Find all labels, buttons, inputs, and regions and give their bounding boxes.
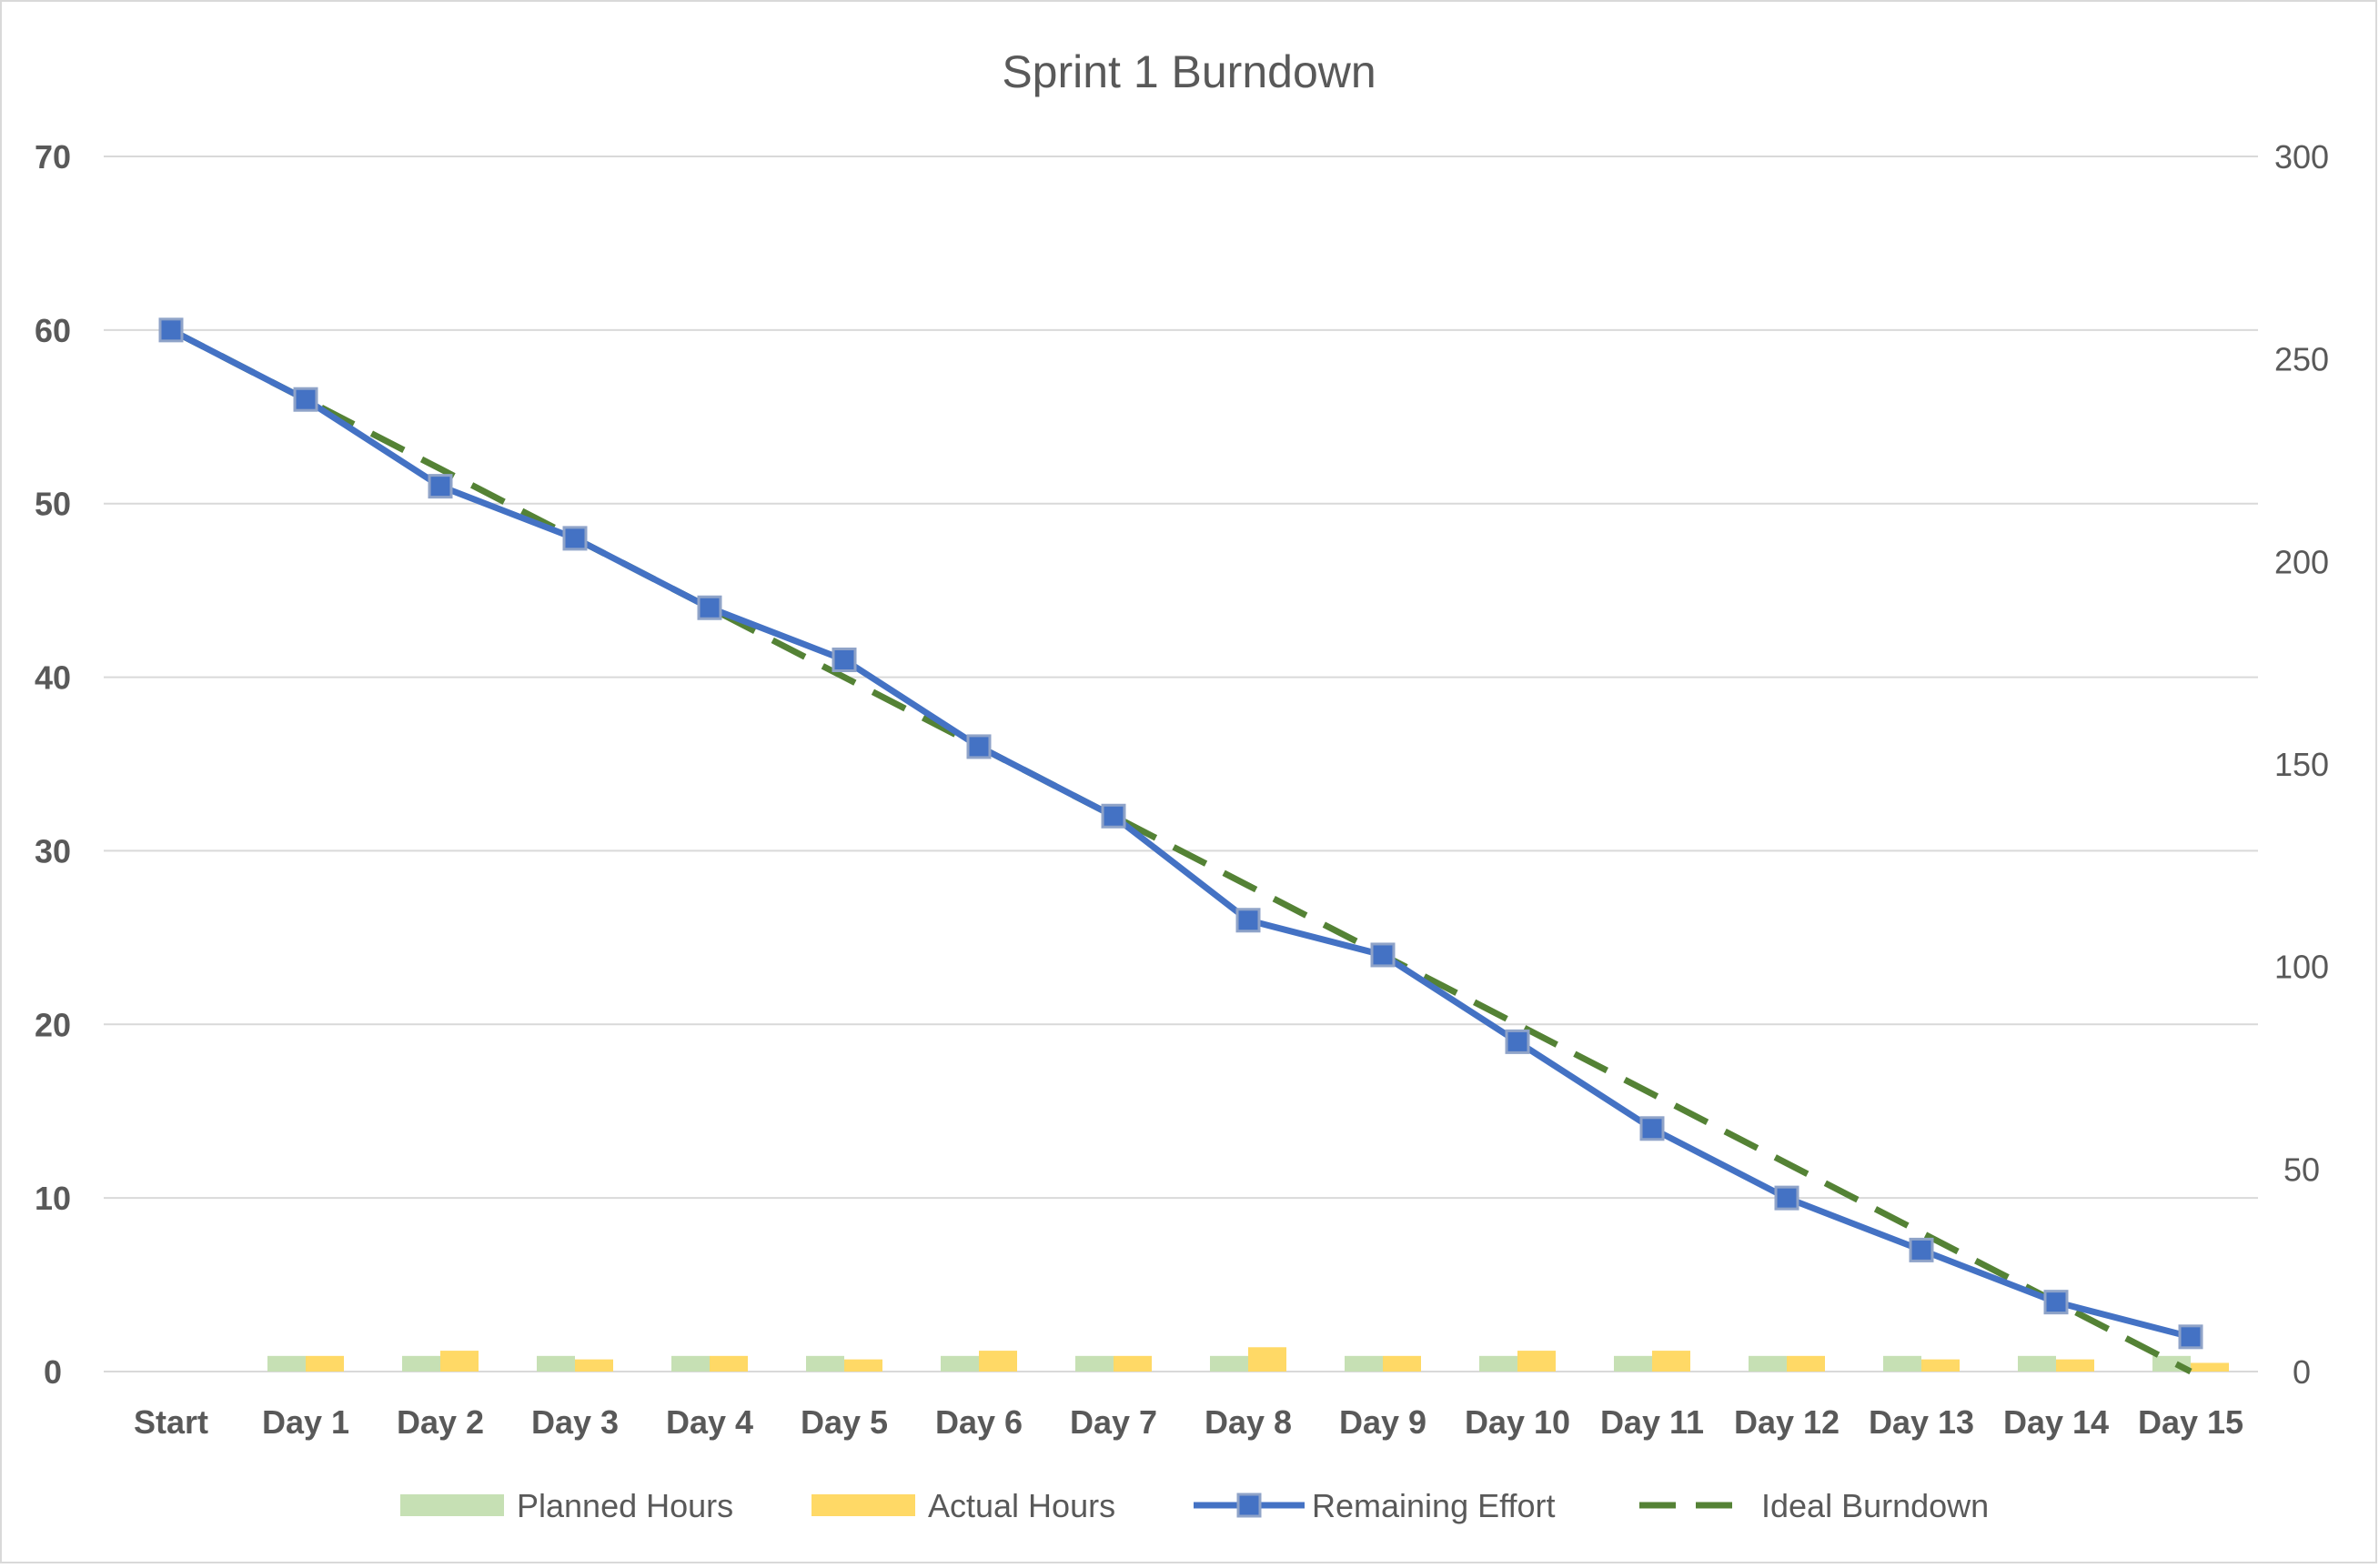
- bar-actual-hours: [1517, 1351, 1556, 1372]
- line-remaining-effort: [169, 327, 2192, 1341]
- bar-actual-hours: [2056, 1359, 2094, 1372]
- marker-remaining-effort: [2178, 1324, 2203, 1350]
- marker-remaining-effort: [428, 474, 453, 499]
- bar-actual-hours: [1248, 1347, 1286, 1372]
- bar-planned-hours: [1345, 1355, 1383, 1372]
- x-tick-label: Day 3: [531, 1403, 619, 1441]
- bar-planned-hours: [671, 1355, 710, 1372]
- bar-actual-hours: [1652, 1351, 1690, 1372]
- marker-remaining-effort: [697, 595, 722, 620]
- left-tick-label: 50: [35, 486, 71, 523]
- bar-planned-hours: [1479, 1355, 1517, 1372]
- left-tick-label: 60: [35, 312, 71, 349]
- marker-remaining-effort: [1909, 1237, 1934, 1262]
- marker-remaining-effort: [1505, 1029, 1530, 1054]
- bar-planned-hours: [1614, 1355, 1652, 1372]
- bar-actual-hours: [979, 1351, 1017, 1372]
- right-axis-ticks: 0 50 100 150 200 250 300: [2274, 138, 2329, 1391]
- marker-remaining-effort: [1774, 1185, 1799, 1211]
- marker-remaining-effort: [966, 734, 992, 759]
- marker-remaining-effort: [1101, 803, 1126, 829]
- right-tick-label: 250: [2274, 341, 2329, 378]
- x-tick-label: Day 15: [2138, 1403, 2243, 1441]
- bar-planned-hours: [537, 1355, 575, 1372]
- bar-actual-hours: [306, 1355, 344, 1372]
- chart-title: Sprint 1 Burndown: [1002, 46, 1376, 97]
- marker-remaining-effort: [2043, 1290, 2069, 1315]
- legend: Planned Hours Actual Hours Remaining Effor…: [400, 1487, 1989, 1524]
- legend-marker-remaining-effort: [1236, 1493, 1262, 1518]
- marker-remaining-effort: [1370, 942, 1396, 968]
- bar-actual-hours: [575, 1359, 613, 1372]
- legend-label-remaining-effort: Remaining Effort: [1312, 1487, 1555, 1524]
- bar-actual-hours: [1921, 1359, 1960, 1372]
- bar-planned-hours: [267, 1355, 306, 1372]
- x-tick-label: Day 9: [1339, 1403, 1426, 1441]
- marker-remaining-effort: [832, 647, 857, 672]
- legend-label-planned-hours: Planned Hours: [517, 1487, 733, 1524]
- bar-actual-hours: [1114, 1355, 1152, 1372]
- bar-planned-hours: [2018, 1355, 2056, 1372]
- x-tick-label: Day 4: [666, 1403, 753, 1441]
- left-tick-label: 40: [35, 659, 71, 697]
- gridlines: [104, 156, 2258, 1372]
- bar-actual-hours: [1787, 1355, 1825, 1372]
- right-tick-label: 300: [2274, 138, 2329, 176]
- left-axis-ticks: 0 10 20 30 40 50 60 70: [35, 138, 71, 1391]
- left-tick-label: 20: [35, 1006, 71, 1043]
- bar-planned-hours: [1210, 1355, 1248, 1372]
- x-tick-label: Day 8: [1205, 1403, 1292, 1441]
- bar-planned-hours: [402, 1355, 440, 1372]
- marker-remaining-effort: [1639, 1116, 1665, 1141]
- x-tick-label: Day 14: [2003, 1403, 2109, 1441]
- legend-label-ideal-burndown: Ideal Burndown: [1761, 1487, 1989, 1524]
- x-tick-label: Start: [134, 1403, 208, 1441]
- right-tick-label: 50: [2283, 1151, 2320, 1188]
- left-tick-label: 70: [35, 138, 71, 176]
- x-tick-label: Day 10: [1465, 1403, 1570, 1441]
- bar-planned-hours: [1749, 1355, 1787, 1372]
- right-tick-label: 200: [2274, 543, 2329, 580]
- bar-actual-hours: [1383, 1355, 1421, 1372]
- right-tick-label: 150: [2274, 746, 2329, 783]
- x-tick-label: Day 1: [262, 1403, 349, 1441]
- x-axis-ticks: Start Day 1 Day 2 Day 3 Day 4 Day 5 Day 6 Day 7…: [134, 1403, 2243, 1441]
- left-tick-label: 0: [44, 1353, 62, 1391]
- bar-planned-hours: [806, 1355, 844, 1372]
- x-tick-label: Day 13: [1869, 1403, 1974, 1441]
- marker-remaining-effort: [293, 387, 318, 412]
- legend-swatch-actual-hours: [811, 1494, 915, 1516]
- left-tick-label: 10: [35, 1180, 71, 1217]
- bar-planned-hours: [1883, 1355, 1921, 1372]
- x-tick-label: Day 6: [935, 1403, 1023, 1441]
- legend-label-actual-hours: Actual Hours: [928, 1487, 1115, 1524]
- line-ideal-burndown: [169, 327, 2193, 1375]
- bar-planned-hours: [1075, 1355, 1114, 1372]
- marker-remaining-effort: [562, 526, 588, 551]
- x-tick-label: Day 7: [1070, 1403, 1157, 1441]
- right-tick-label: 100: [2274, 949, 2329, 986]
- line-series: [158, 317, 2203, 1375]
- bar-planned-hours: [941, 1355, 979, 1372]
- x-tick-label: Day 11: [1600, 1403, 1704, 1441]
- bar-series: [267, 1347, 2229, 1372]
- bar-actual-hours: [440, 1351, 479, 1372]
- marker-remaining-effort: [1235, 908, 1261, 933]
- bar-actual-hours: [710, 1355, 748, 1372]
- x-tick-label: Day 2: [397, 1403, 484, 1441]
- right-tick-label: 0: [2293, 1353, 2311, 1391]
- x-tick-label: Day 5: [801, 1403, 888, 1441]
- left-tick-label: 30: [35, 832, 71, 869]
- marker-remaining-effort: [158, 317, 184, 343]
- bar-actual-hours: [2191, 1362, 2229, 1372]
- x-tick-label: Day 12: [1734, 1403, 1840, 1441]
- bar-actual-hours: [844, 1359, 882, 1372]
- legend-swatch-planned-hours: [400, 1494, 504, 1516]
